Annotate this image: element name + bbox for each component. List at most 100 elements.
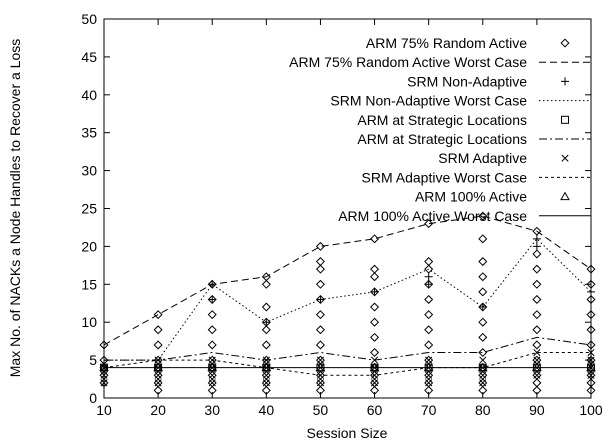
series-0-point-71	[478, 234, 488, 244]
series-0-point-48	[370, 272, 380, 282]
legend-label-2: SRM Non-Adaptive	[407, 73, 527, 89]
legend-marker-0	[560, 38, 570, 48]
axis-ticks: 10 20 30 40 50 60 70 80 90 100 0 5 10 15 20 25 30 35 40 45 5…	[81, 11, 602, 418]
series-2-point-1	[208, 295, 217, 304]
legend-label-5: ARM at Strategic Locations	[357, 131, 527, 147]
series-6-point-29	[479, 371, 487, 379]
series-6-point-18	[316, 379, 324, 387]
series-line-3	[104, 238, 592, 361]
series-0-point-28	[261, 340, 271, 350]
series-3	[104, 238, 592, 361]
y-tick-label-40: 40	[81, 87, 97, 103]
series-2-point-0	[208, 280, 217, 289]
y-tick-label-30: 30	[81, 163, 97, 179]
series-6-point-5	[154, 371, 162, 379]
series-0-point-6	[153, 325, 163, 335]
series-0-point-86	[532, 279, 542, 289]
series-0-point-74	[478, 287, 488, 297]
series-0-point-24	[261, 279, 271, 289]
series-6-point-6	[154, 379, 162, 387]
series-6-point-19	[371, 356, 379, 364]
series-6-point-26	[425, 379, 433, 387]
series-6-point-30	[479, 379, 487, 387]
legend-marker-6	[561, 154, 569, 162]
series-line-5	[104, 336, 592, 361]
series-0-point-87	[532, 294, 542, 304]
series-0-point-50	[370, 302, 380, 312]
y-tick-label-10: 10	[81, 314, 97, 330]
series-6-point-9	[208, 371, 216, 379]
series-6-point-14	[262, 379, 270, 387]
legend-label-0: ARM 75% Random Active	[366, 35, 527, 51]
series-0-point-77	[478, 332, 488, 342]
series-2-point-5	[424, 272, 433, 281]
series-0-point-16	[207, 325, 217, 335]
legend-marker-4	[561, 115, 569, 124]
series-0-point-59	[424, 257, 434, 267]
series-0-point-72	[478, 257, 488, 267]
series-6-point-32	[533, 356, 541, 364]
series-2-point-4	[370, 287, 379, 296]
series-0-point-37	[315, 279, 325, 289]
x-tick-label-10: 10	[96, 402, 112, 418]
series-0-point-84	[532, 249, 542, 259]
series-7	[103, 352, 591, 376]
y-tick-label-15: 15	[81, 276, 97, 292]
x-tick-label-100: 100	[579, 402, 603, 418]
series-line-7	[103, 352, 591, 376]
series-6-point-11	[262, 356, 270, 364]
y-tick-label-25: 25	[81, 201, 97, 217]
series-0-point-65	[424, 340, 434, 350]
series-6-point-27	[479, 356, 487, 364]
legend-label-9: ARM 100% Active Worst Case	[338, 208, 527, 224]
series-0-point-78	[478, 348, 488, 358]
series-6-point-31	[533, 348, 541, 357]
series-6-point-22	[371, 379, 379, 387]
x-tick-label-40: 40	[259, 402, 275, 418]
x-tick-label-30: 30	[204, 402, 220, 418]
series-0-point-7	[153, 340, 163, 350]
series-2-point-7	[478, 303, 487, 312]
series-5	[104, 336, 592, 361]
series-0-point-46	[370, 234, 380, 244]
series-0-point-35	[315, 257, 325, 267]
x-axis-title: Session Size	[307, 425, 388, 441]
legend-label-3: SRM Non-Adaptive Worst Case	[330, 93, 527, 109]
y-tick-label-45: 45	[81, 49, 97, 65]
x-tick-label-20: 20	[150, 402, 166, 418]
y-axis-title: Max No. of NACKs a Node Handles to Recov…	[7, 39, 23, 378]
x-tick-label-80: 80	[475, 402, 491, 418]
series-0-point-64	[424, 325, 434, 335]
series-2-point-8	[532, 234, 541, 243]
y-tick-label-5: 5	[89, 352, 97, 368]
series-0-point-39	[315, 310, 325, 320]
legend-label-7: SRM Adaptive Worst Case	[362, 169, 528, 185]
series-0-point-34	[315, 241, 325, 251]
x-tick-label-90: 90	[529, 402, 545, 418]
y-tick-label-20: 20	[81, 238, 97, 254]
x-tick-label-50: 50	[313, 402, 329, 418]
series-0-point-17	[207, 340, 217, 350]
legend-marker-8	[560, 191, 570, 201]
series-0-point-76	[478, 317, 488, 327]
series-0-point-51	[370, 317, 380, 327]
series-0-point-85	[532, 264, 542, 274]
y-tick-label-0: 0	[89, 390, 97, 406]
series-6-point-34	[533, 371, 541, 379]
series-2-point-9	[532, 242, 541, 251]
series-0-point-36	[315, 264, 325, 274]
series-0-point-47	[370, 264, 380, 274]
series-0-point-40	[315, 325, 325, 335]
series-6-point-10	[208, 379, 216, 387]
y-tick-label-35: 35	[81, 125, 97, 141]
series-0	[99, 211, 596, 395]
series-6-point-15	[316, 356, 324, 364]
series-0-point-89	[532, 325, 542, 335]
plot-marks	[99, 211, 596, 395]
legend-marker-2	[561, 77, 569, 86]
legend-label-1: ARM 75% Random Active Worst Case	[289, 54, 527, 70]
legend: ARM 75% Random Active ARM 75% Random Acti…	[289, 35, 591, 224]
series-0-point-93	[532, 378, 542, 388]
series-2-point-6	[424, 280, 433, 289]
legend-label-8: ARM 100% Active	[415, 189, 527, 205]
